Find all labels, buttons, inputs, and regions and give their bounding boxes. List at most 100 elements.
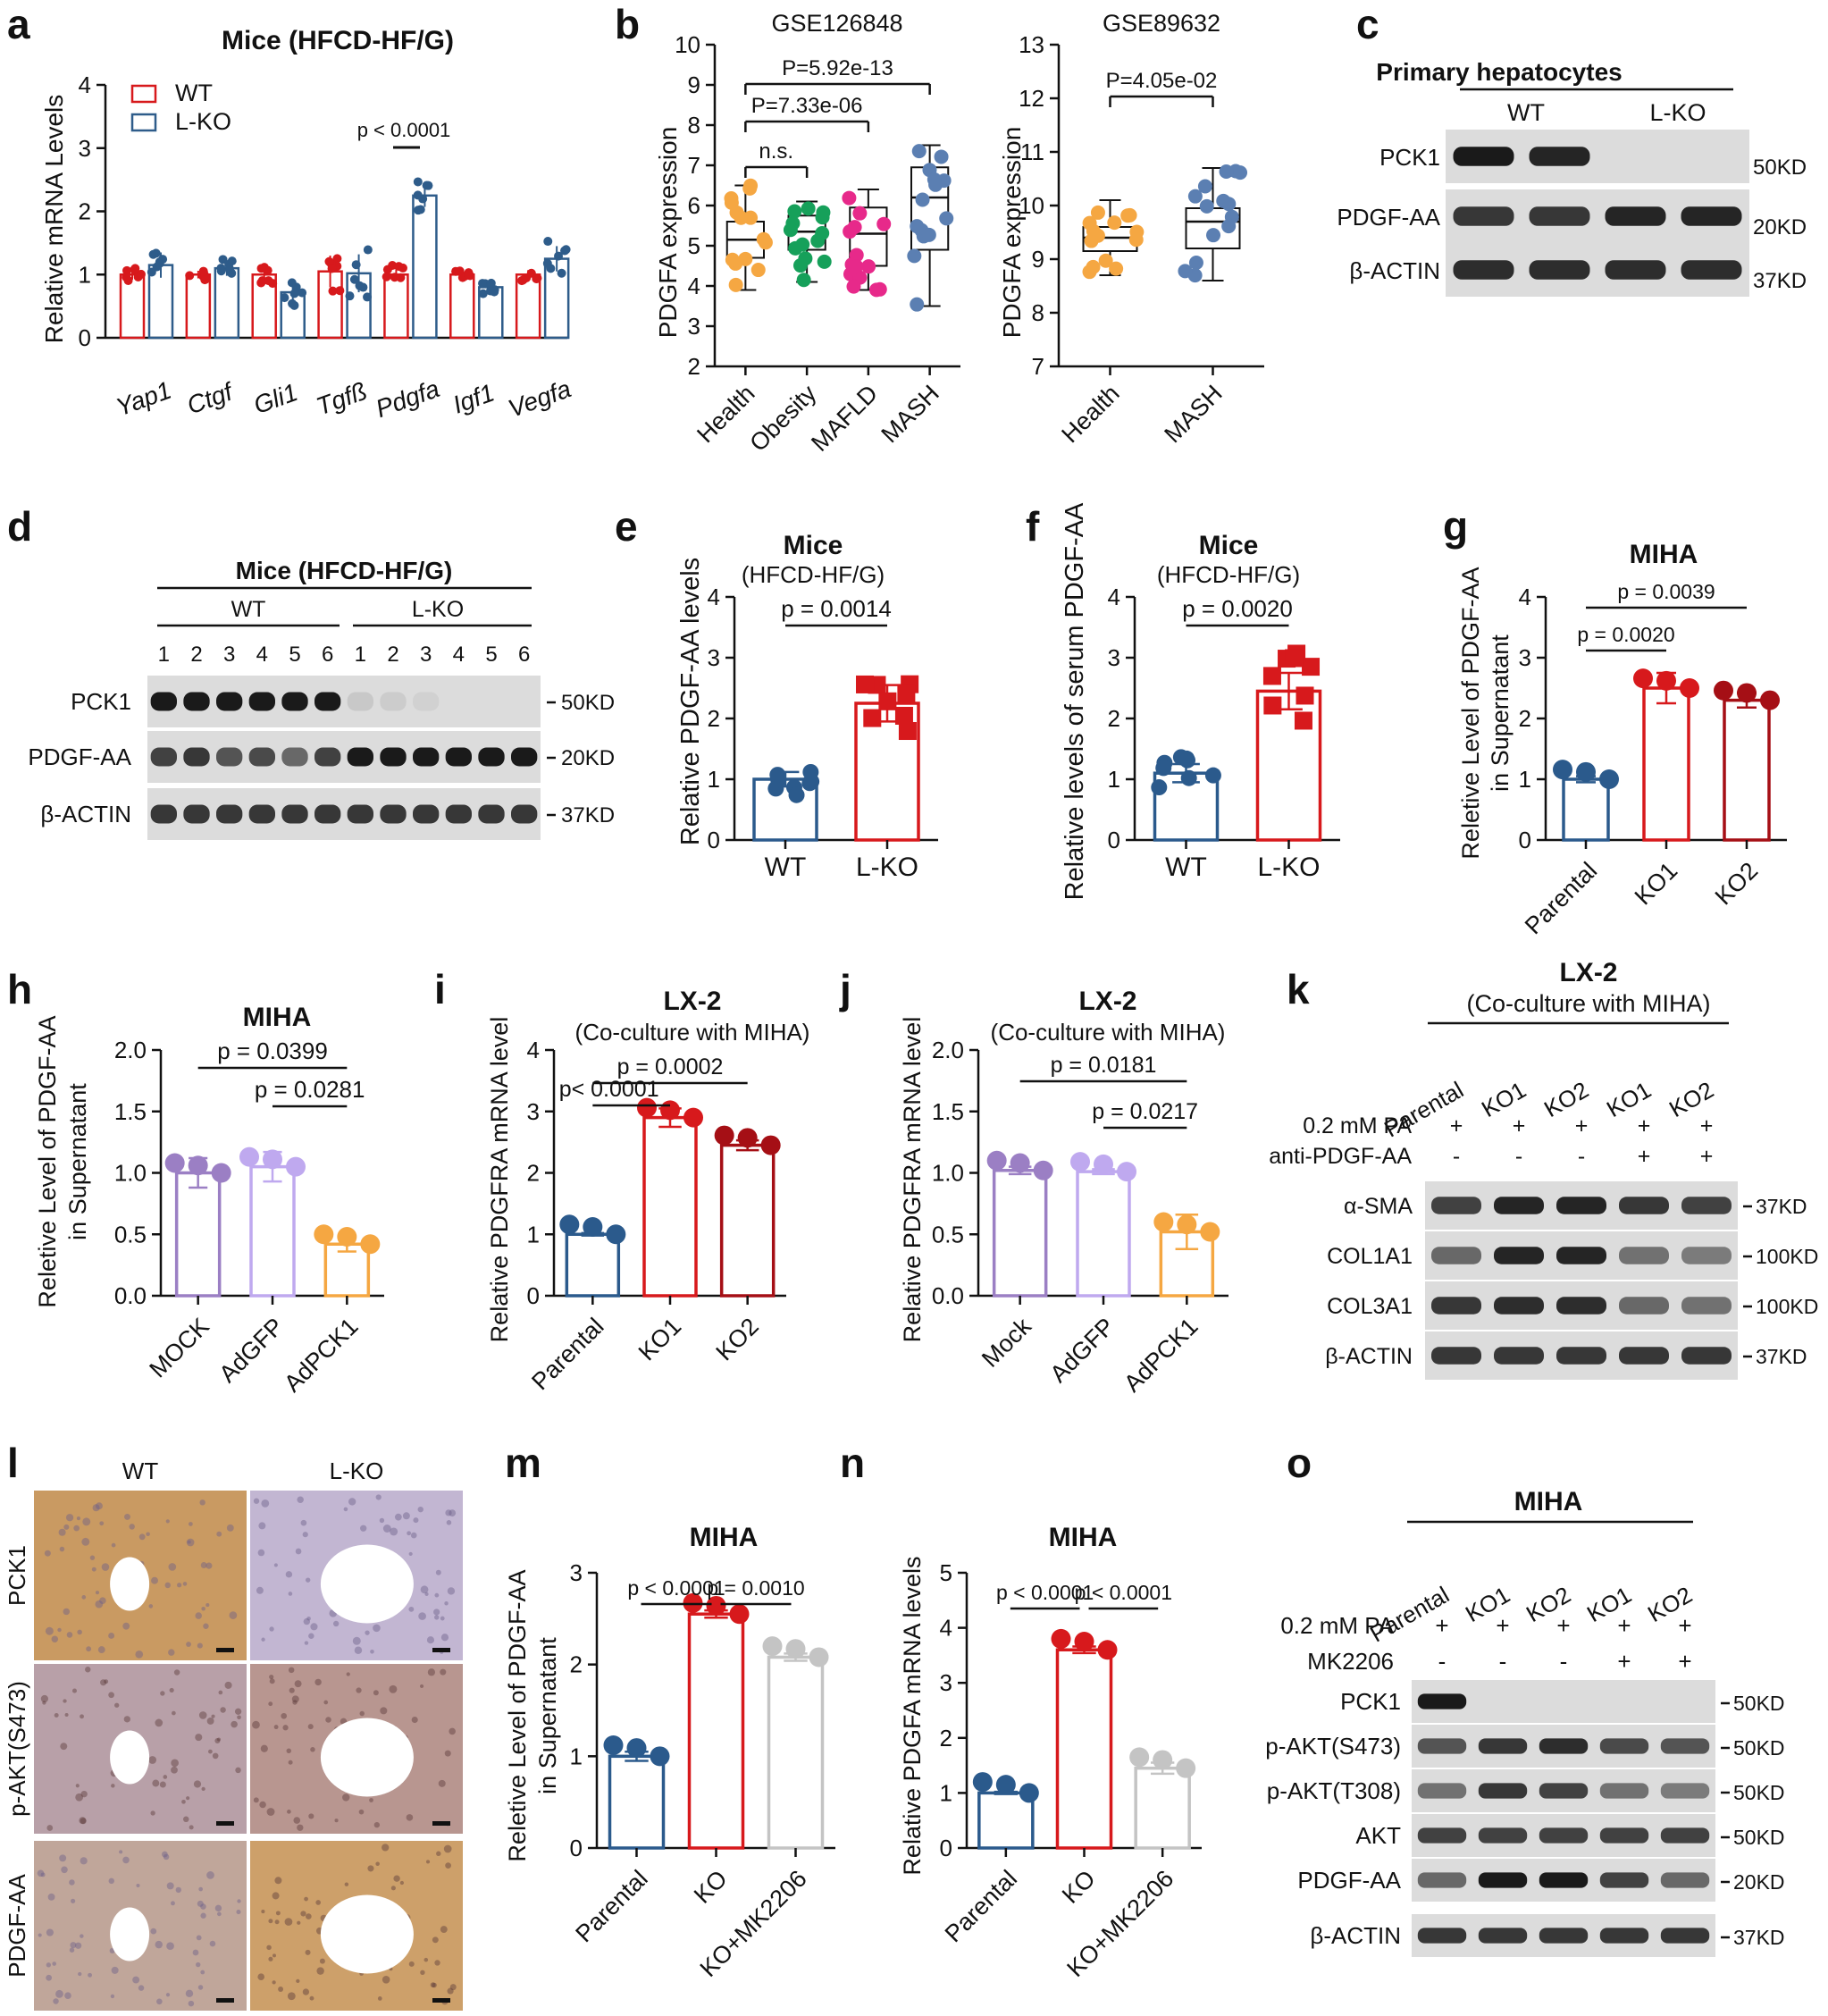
l-nucleus <box>424 1592 429 1597</box>
a-point <box>256 278 266 288</box>
o-treat2-sign: + <box>1678 1648 1691 1675</box>
m-p2-pvalue: p = 0.0010 <box>707 1576 804 1600</box>
b-left-point <box>796 273 811 288</box>
l-nucleus <box>432 1936 439 1944</box>
l-nucleus <box>47 1893 55 1901</box>
j-p2-pvalue: p = 0.0217 <box>1092 1099 1198 1124</box>
b-right-point <box>1178 264 1193 279</box>
h-point <box>286 1156 306 1177</box>
c-2-band <box>1529 260 1590 280</box>
a-point <box>382 265 392 274</box>
l-nucleus <box>165 1519 170 1524</box>
l-nucleus <box>315 1900 322 1905</box>
o-size-label: 50KD <box>1733 1736 1785 1760</box>
a-point <box>289 289 299 298</box>
f-p-pvalue: p = 0.0020 <box>1182 595 1293 622</box>
a-point <box>363 292 373 302</box>
b-right-p1-pvalue: P=4.05e-02 <box>1106 69 1218 93</box>
f-y-tick-label: 0 <box>1108 827 1120 853</box>
o-treat2-sign: + <box>1617 1648 1631 1675</box>
f-point <box>1296 686 1314 705</box>
l-nucleus <box>302 1988 310 1995</box>
l-nucleus <box>100 1679 107 1686</box>
m-point <box>626 1738 647 1759</box>
a-point <box>218 255 228 265</box>
l-nucleus <box>188 2000 195 2007</box>
g-y-tick-label: 2 <box>1519 705 1531 732</box>
a-point <box>543 237 553 247</box>
panel-letter-g: g <box>1443 503 1469 550</box>
l-nucleus <box>80 1818 87 1825</box>
l-scale-bar <box>432 1648 450 1652</box>
a-bar <box>185 273 212 340</box>
g-y-tick-label: 1 <box>1519 766 1531 793</box>
g-x-label: KO1 <box>1630 857 1682 910</box>
l-nucleus <box>309 1995 314 2001</box>
o-row-label: AKT <box>1355 1822 1401 1849</box>
m-point <box>729 1604 750 1625</box>
l-nucleus <box>195 1734 203 1742</box>
l-nucleus <box>305 1949 311 1955</box>
l-nucleus <box>261 1637 265 1642</box>
l-nucleus <box>110 1994 115 1999</box>
k-1-band <box>1431 1247 1481 1264</box>
l-nucleus <box>235 1767 241 1774</box>
d-2-band <box>380 804 407 824</box>
o-size-label: 20KD <box>1733 1870 1785 1894</box>
j-point <box>1094 1154 1113 1174</box>
l-nucleus <box>266 1945 272 1951</box>
i-p1-pvalue: p = 0.0002 <box>617 1054 724 1079</box>
l-nucleus <box>123 1716 130 1723</box>
b-left-y-tick-label: 6 <box>688 192 700 219</box>
l-nucleus <box>135 1650 144 1659</box>
e-y-tick-label: 3 <box>708 644 720 671</box>
l-nucleus <box>281 1712 288 1719</box>
l-nucleus <box>367 1865 374 1872</box>
l-nucleus <box>268 1919 273 1924</box>
b-left-point <box>729 205 744 220</box>
c-2-band <box>1681 260 1742 280</box>
d-2-band <box>347 804 373 824</box>
a-point <box>414 206 423 215</box>
b-left-point <box>915 192 930 207</box>
o-5-band <box>1660 1928 1710 1944</box>
a-x-label: Pdgfa <box>372 374 442 423</box>
d-lane-label: 6 <box>322 643 333 667</box>
panel-letter-j: j <box>840 966 851 1012</box>
h-point <box>337 1227 357 1247</box>
k-treat2-sign: - <box>1578 1144 1585 1169</box>
b-right-x-label: Health <box>1056 380 1124 448</box>
panel-letter-c: c <box>1356 1 1379 47</box>
l-nucleus <box>214 1737 221 1743</box>
n-p1-pvalue: p < 0.0001 <box>996 1581 1094 1604</box>
l-nucleus <box>284 1918 293 1926</box>
b-right-y-tick-label: 8 <box>1032 299 1044 326</box>
d-1-band <box>445 747 472 767</box>
b-left-point <box>910 297 925 312</box>
c-row-label: β-ACTIN <box>1349 257 1440 284</box>
l-nucleus <box>444 1750 451 1757</box>
l-nucleus <box>346 1672 350 1676</box>
l-nucleus <box>172 1710 176 1716</box>
l-nucleus <box>440 1616 445 1621</box>
g-point <box>1714 680 1733 701</box>
l-nucleus <box>306 1913 312 1919</box>
k-treat2-sign: + <box>1638 1144 1651 1169</box>
l-nucleus <box>316 1967 324 1975</box>
l-nucleus <box>200 1562 207 1568</box>
a-point <box>324 256 334 266</box>
l-nucleus <box>108 1692 114 1699</box>
n-point <box>1019 1783 1039 1803</box>
i-y-tick-label: 2 <box>527 1160 540 1187</box>
i-point <box>559 1214 580 1235</box>
l-nucleus <box>275 1911 281 1916</box>
o-2-band <box>1599 1783 1649 1799</box>
b-right-point <box>1197 179 1212 194</box>
d-0-band <box>216 692 243 711</box>
l-nucleus <box>195 1612 203 1619</box>
b-left-y-tick-label: 2 <box>688 353 700 380</box>
panel-letter-h: h <box>7 966 33 1012</box>
b-left-y-tick-label: 8 <box>688 112 700 139</box>
l-nucleus <box>425 1860 431 1864</box>
l-nucleus <box>155 1718 164 1727</box>
